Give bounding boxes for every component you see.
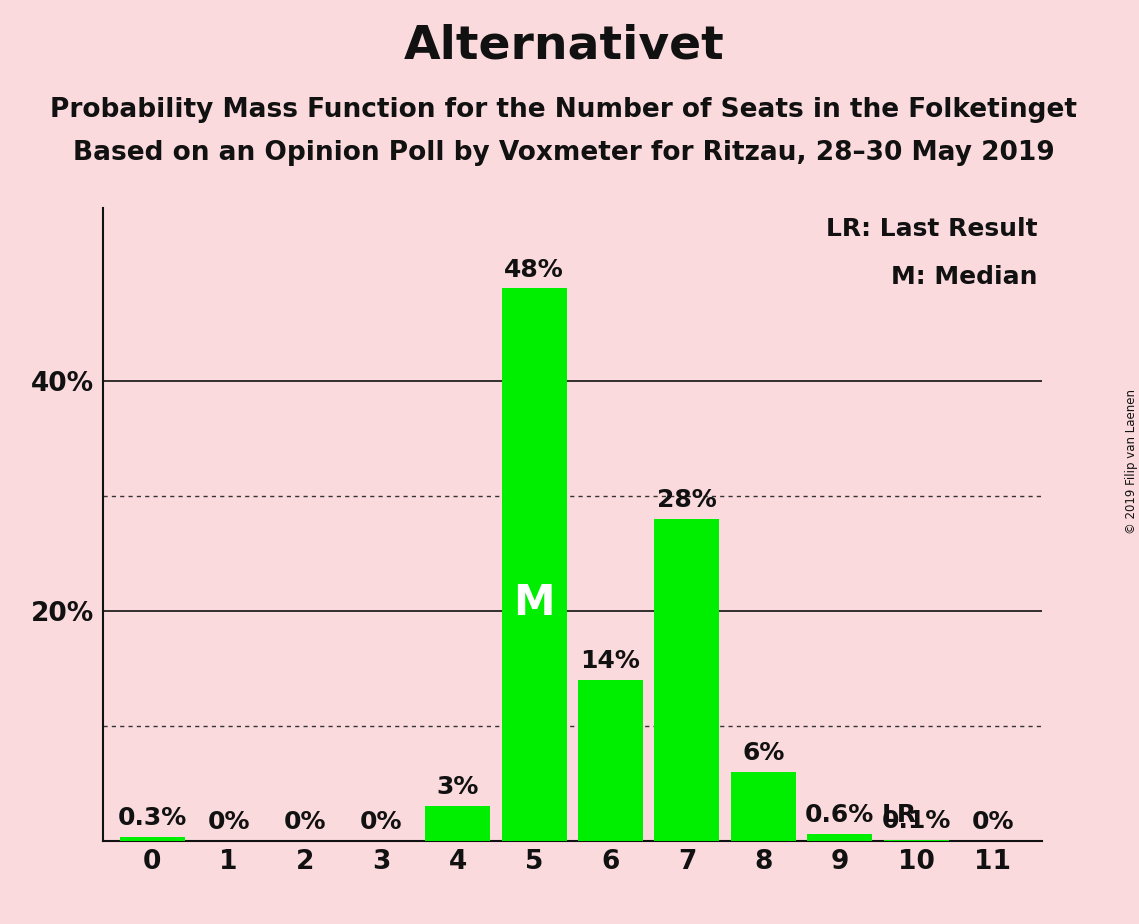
- Bar: [808, 834, 872, 841]
- Bar: [579, 680, 644, 841]
- Text: 3%: 3%: [436, 775, 478, 799]
- Text: Alternativet: Alternativet: [403, 23, 724, 68]
- Text: M: M: [514, 582, 555, 625]
- Text: 6%: 6%: [743, 741, 785, 765]
- Text: 48%: 48%: [505, 258, 564, 282]
- Text: 14%: 14%: [581, 649, 640, 673]
- Text: 28%: 28%: [657, 488, 716, 512]
- Text: © 2019 Filip van Laenen: © 2019 Filip van Laenen: [1124, 390, 1138, 534]
- Bar: [884, 840, 949, 841]
- Text: M: Median: M: Median: [891, 265, 1038, 289]
- Text: LR: LR: [882, 803, 917, 827]
- Text: 0%: 0%: [360, 810, 402, 834]
- Text: Based on an Opinion Poll by Voxmeter for Ritzau, 28–30 May 2019: Based on an Opinion Poll by Voxmeter for…: [73, 140, 1055, 166]
- Text: Probability Mass Function for the Number of Seats in the Folketinget: Probability Mass Function for the Number…: [50, 97, 1077, 123]
- Text: 0%: 0%: [207, 810, 249, 834]
- Bar: [425, 807, 490, 841]
- Text: 0.6%: 0.6%: [805, 803, 875, 827]
- Bar: [655, 518, 720, 841]
- Bar: [120, 837, 185, 841]
- Text: 0%: 0%: [284, 810, 326, 834]
- Text: 0.1%: 0.1%: [882, 808, 951, 833]
- Text: 0.3%: 0.3%: [117, 807, 187, 831]
- Bar: [501, 288, 566, 841]
- Text: LR: Last Result: LR: Last Result: [826, 217, 1038, 241]
- Bar: [731, 772, 796, 841]
- Text: 0%: 0%: [972, 810, 1014, 834]
